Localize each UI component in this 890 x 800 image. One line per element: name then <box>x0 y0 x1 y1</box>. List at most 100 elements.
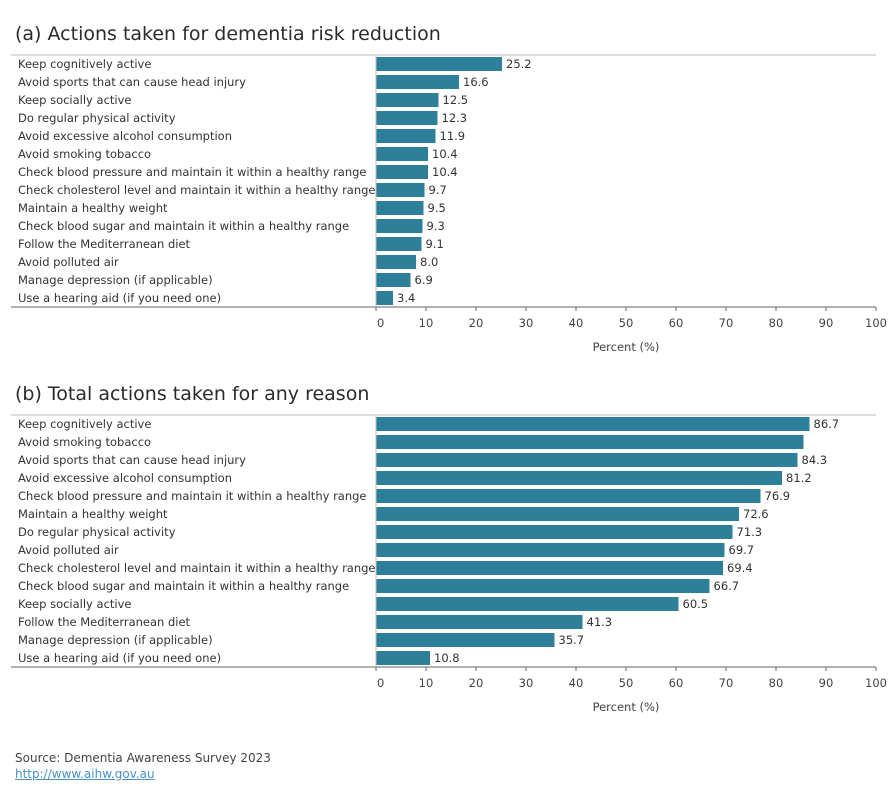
category-label: Avoid excessive alcohol consumption <box>18 471 232 485</box>
value-label: 8.0 <box>420 255 438 269</box>
category-label: Avoid smoking tobacco <box>18 435 151 449</box>
x-tick-label: 30 <box>519 676 534 690</box>
value-label: 16.6 <box>463 75 489 89</box>
value-label: 69.7 <box>729 543 755 557</box>
chart-title: (a) Actions taken for dementia risk redu… <box>15 23 441 45</box>
bar <box>376 129 436 143</box>
bar <box>376 57 502 71</box>
bar <box>376 435 804 449</box>
chart-title: (b) Total actions taken for any reason <box>15 383 369 405</box>
x-tick-label: 100 <box>865 676 887 690</box>
value-label: 60.5 <box>683 597 709 611</box>
category-label: Keep cognitively active <box>18 57 151 71</box>
bar <box>376 147 428 161</box>
bar <box>376 579 710 593</box>
bar <box>376 111 438 125</box>
x-axis-title: Percent (%) <box>593 700 660 714</box>
bar <box>376 615 583 629</box>
value-label: 9.5 <box>428 201 446 215</box>
x-tick-label: 10 <box>419 676 434 690</box>
bar <box>376 93 439 107</box>
value-label: 86.7 <box>814 417 840 431</box>
bar <box>376 417 810 431</box>
category-label: Follow the Mediterranean diet <box>18 615 191 629</box>
category-label: Avoid smoking tobacco <box>18 147 151 161</box>
category-label: Avoid polluted air <box>18 543 119 557</box>
category-label: Do regular physical activity <box>18 111 176 125</box>
x-tick-label: 100 <box>865 316 887 330</box>
value-label: 25.2 <box>506 57 532 71</box>
bar <box>376 219 423 233</box>
bar <box>376 237 422 251</box>
x-tick-label: 80 <box>769 676 784 690</box>
category-label: Check cholesterol level and maintain it … <box>18 183 376 197</box>
value-label: 9.1 <box>426 237 444 251</box>
bar <box>376 597 679 611</box>
category-label: Maintain a healthy weight <box>18 507 168 521</box>
value-label: 12.5 <box>443 93 469 107</box>
chart-a: (a) Actions taken for dementia risk redu… <box>11 23 887 354</box>
category-label: Check cholesterol level and maintain it … <box>18 561 376 575</box>
bar <box>376 291 393 305</box>
value-label: 9.3 <box>427 219 445 233</box>
x-tick-label: 50 <box>619 676 634 690</box>
bar <box>376 471 782 485</box>
bar <box>376 183 425 197</box>
category-label: Check blood sugar and maintain it within… <box>18 579 349 593</box>
category-label: Avoid polluted air <box>18 255 119 269</box>
value-label: 35.7 <box>559 633 585 647</box>
x-tick-label: 20 <box>469 316 484 330</box>
value-label: 69.4 <box>727 561 753 575</box>
value-label: 12.3 <box>442 111 468 125</box>
bar <box>376 525 733 539</box>
category-label: Maintain a healthy weight <box>18 201 168 215</box>
value-label: 76.9 <box>765 489 791 503</box>
value-label: 11.9 <box>440 129 466 143</box>
x-tick-label: 20 <box>469 676 484 690</box>
category-label: Avoid sports that can cause head injury <box>18 453 246 467</box>
value-label: 10.4 <box>432 147 458 161</box>
category-label: Keep socially active <box>18 93 131 107</box>
category-label: Manage depression (if applicable) <box>18 633 213 647</box>
x-tick-label: 30 <box>519 316 534 330</box>
x-tick-label: 10 <box>419 316 434 330</box>
x-tick-label: 40 <box>569 316 584 330</box>
x-tick-label: 40 <box>569 676 584 690</box>
value-label: 72.6 <box>743 507 769 521</box>
x-tick-label: 60 <box>669 676 684 690</box>
x-tick-label: 70 <box>719 676 734 690</box>
source-link[interactable]: http://www.aihw.gov.au <box>15 767 155 781</box>
x-tick-label: 70 <box>719 316 734 330</box>
x-tick-label: 90 <box>819 676 834 690</box>
bar <box>376 651 430 665</box>
x-tick-label: 50 <box>619 316 634 330</box>
x-tick-label: 60 <box>669 316 684 330</box>
category-label: Follow the Mediterranean diet <box>18 237 191 251</box>
category-label: Keep socially active <box>18 597 131 611</box>
category-label: Keep cognitively active <box>18 417 151 431</box>
x-tick-label: 0 <box>377 316 384 330</box>
value-label: 9.7 <box>429 183 447 197</box>
bar <box>376 507 739 521</box>
category-label: Use a hearing aid (if you need one) <box>18 651 221 665</box>
category-label: Avoid excessive alcohol consumption <box>18 129 232 143</box>
charts-canvas: (a) Actions taken for dementia risk redu… <box>11 23 887 714</box>
bar <box>376 453 798 467</box>
bar <box>376 165 428 179</box>
value-label: 81.2 <box>786 471 812 485</box>
bar <box>376 561 723 575</box>
bar <box>376 273 411 287</box>
x-axis-title: Percent (%) <box>593 340 660 354</box>
category-label: Do regular physical activity <box>18 525 176 539</box>
value-label: 6.9 <box>415 273 433 287</box>
category-label: Check blood sugar and maintain it within… <box>18 219 349 233</box>
bar <box>376 75 459 89</box>
x-tick-label: 80 <box>769 316 784 330</box>
x-tick-label: 0 <box>377 676 384 690</box>
value-label: 3.4 <box>397 291 415 305</box>
value-label: 71.3 <box>737 525 763 539</box>
category-label: Check blood pressure and maintain it wit… <box>18 489 367 503</box>
value-label: 84.3 <box>802 453 828 467</box>
bar <box>376 201 424 215</box>
bar <box>376 255 416 269</box>
